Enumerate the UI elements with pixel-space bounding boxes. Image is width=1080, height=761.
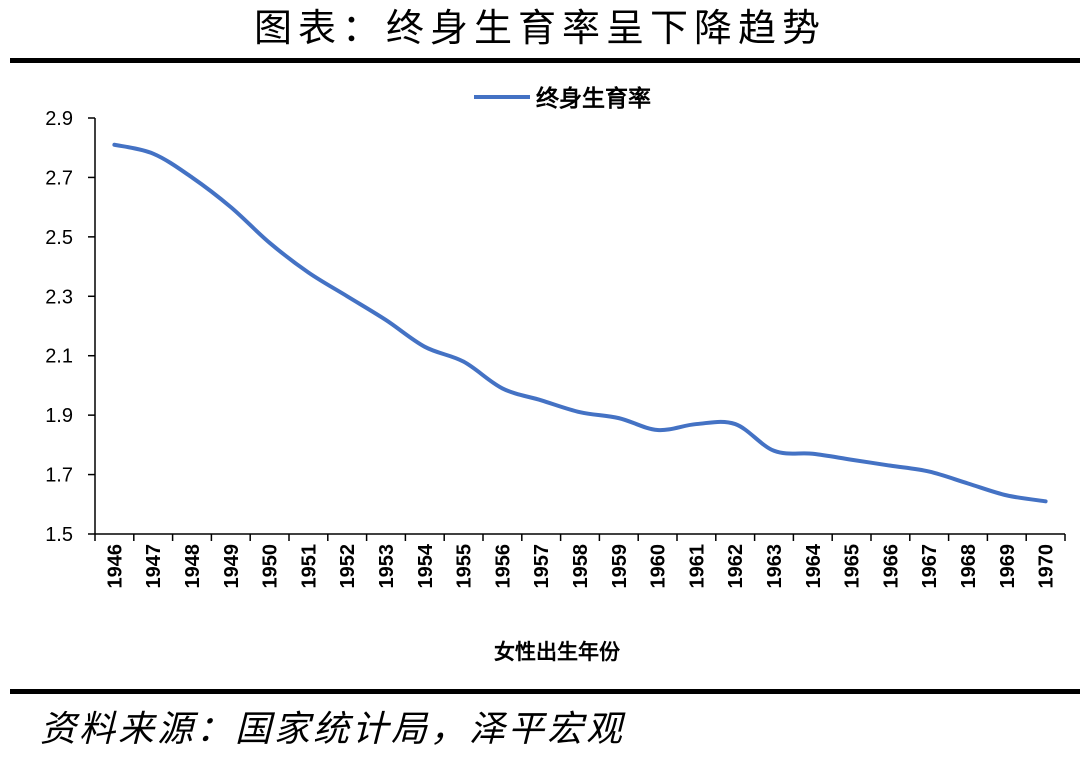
data-point bbox=[617, 416, 621, 420]
data-point bbox=[578, 410, 582, 414]
bottom-rule bbox=[10, 689, 1080, 694]
data-point bbox=[539, 398, 543, 402]
x-tick-label: 1950 bbox=[260, 544, 282, 589]
data-point bbox=[462, 360, 466, 364]
x-tick-label: 1969 bbox=[997, 544, 1019, 589]
x-tick-label: 1948 bbox=[182, 544, 204, 589]
source-note: 资料来源：国家统计局，泽平宏观 bbox=[40, 709, 626, 750]
series-line bbox=[112, 142, 1048, 504]
x-axis-title: 女性出生年份 bbox=[494, 640, 621, 664]
x-tick-label: 1960 bbox=[648, 544, 670, 589]
x-tick-label: 1955 bbox=[454, 544, 476, 589]
series-group bbox=[112, 142, 1048, 504]
y-tick-label: 1.9 bbox=[45, 405, 73, 427]
y-tick-label: 1.5 bbox=[45, 524, 73, 546]
line-chart: 1.51.71.92.12.32.52.72.9 1946 1947 1948 194… bbox=[45, 85, 1066, 664]
x-tick-label: 1951 bbox=[298, 544, 320, 589]
x-tick-label: 1961 bbox=[686, 544, 708, 589]
legend: 终身生育率 bbox=[474, 85, 651, 111]
x-tick-label: 1959 bbox=[609, 544, 631, 589]
data-point bbox=[306, 271, 310, 275]
data-point bbox=[500, 386, 504, 390]
x-tick-label: 1953 bbox=[376, 544, 398, 589]
x-tick-label: 1967 bbox=[919, 544, 941, 589]
x-tick-label: 1946 bbox=[104, 544, 126, 589]
y-tick-label: 2.7 bbox=[45, 167, 73, 189]
data-point bbox=[423, 345, 427, 349]
top-rule bbox=[10, 58, 1080, 63]
y-tick-label: 2.5 bbox=[45, 227, 73, 249]
y-tick-label: 1.7 bbox=[45, 465, 73, 487]
x-tick-label: 1966 bbox=[880, 544, 902, 589]
data-point bbox=[1044, 499, 1048, 503]
x-tick-label: 1947 bbox=[143, 544, 165, 589]
data-point bbox=[927, 470, 931, 474]
x-tick-label: 1963 bbox=[764, 544, 786, 589]
data-point bbox=[850, 458, 854, 462]
data-point bbox=[229, 205, 233, 209]
page-title: 图表：终身生育率呈下降趋势 bbox=[253, 6, 826, 50]
x-tick-label: 1962 bbox=[725, 544, 747, 589]
data-point bbox=[1005, 493, 1009, 497]
data-point bbox=[345, 294, 349, 298]
x-tick-label: 1956 bbox=[492, 544, 514, 589]
y-tick-label: 2.1 bbox=[45, 346, 73, 368]
x-tick-label: 1964 bbox=[803, 543, 825, 588]
data-point bbox=[733, 422, 737, 426]
data-point bbox=[151, 152, 155, 156]
x-tick-label: 1957 bbox=[531, 544, 553, 589]
legend-label: 终身生育率 bbox=[536, 85, 651, 111]
data-point bbox=[656, 428, 660, 432]
x-tick-label: 1952 bbox=[337, 544, 359, 589]
x-tick-label: 1968 bbox=[958, 544, 980, 589]
data-point bbox=[811, 452, 815, 456]
x-tick-label: 1954 bbox=[415, 543, 437, 588]
x-tick-label: 1965 bbox=[842, 544, 864, 589]
x-tick-label: 1970 bbox=[1036, 544, 1058, 589]
data-point bbox=[384, 318, 388, 322]
data-point bbox=[966, 481, 970, 485]
x-tick-label: 1958 bbox=[570, 544, 592, 589]
y-tick-label: 2.3 bbox=[45, 286, 73, 308]
data-point bbox=[772, 449, 776, 453]
data-point bbox=[190, 175, 194, 179]
data-point bbox=[888, 464, 892, 468]
data-point bbox=[694, 422, 698, 426]
y-axis-ticks: 1.5 1.7 1.9 2.1 2.3 2.5 2.7 2.9 bbox=[45, 108, 95, 546]
data-point bbox=[268, 241, 272, 245]
x-tick-label: 1949 bbox=[221, 544, 243, 589]
x-axis-ticks: 1946 1947 1948 1949 1950 1951 1952 1953 1954 1955… bbox=[94, 534, 1066, 589]
data-point bbox=[112, 143, 116, 147]
y-tick-label: 2.9 bbox=[45, 108, 73, 130]
